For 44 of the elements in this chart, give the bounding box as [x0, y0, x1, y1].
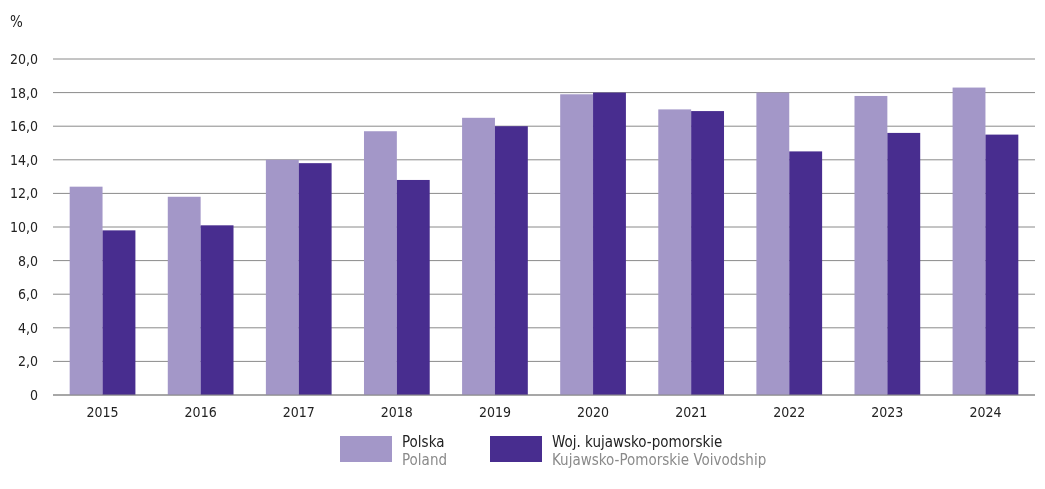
bar — [69, 186, 103, 395]
bar — [265, 159, 299, 395]
bar — [985, 134, 1019, 395]
y-axis-title: % — [10, 13, 23, 31]
y-tick-label: 10,0 — [9, 218, 38, 235]
bar — [494, 126, 528, 395]
y-tick-label: 4,0 — [17, 319, 38, 336]
bar — [854, 95, 888, 395]
y-tick-label: 18,0 — [9, 84, 38, 101]
bar — [298, 163, 332, 395]
bar — [593, 92, 626, 395]
bar — [658, 109, 692, 395]
x-tick-label: 2018 — [380, 404, 413, 420]
bar — [952, 87, 986, 395]
x-tick-label: 2017 — [282, 404, 315, 420]
x-tick-label: 2019 — [478, 404, 511, 420]
y-tick-label: 12,0 — [9, 185, 38, 202]
bar — [756, 92, 790, 395]
bar — [560, 94, 594, 395]
y-tick-label: 2,0 — [17, 353, 38, 370]
x-tick-label: 2020 — [577, 404, 610, 420]
bar — [167, 196, 201, 395]
bar — [462, 117, 495, 395]
y-tick-label: 6,0 — [17, 286, 38, 303]
legend-label: Woj. kujawsko-pomorskie Kujawsko-Pomorskie Voivodship — [552, 433, 767, 469]
x-tick-label: 2024 — [969, 404, 1002, 420]
y-tick-label: 16,0 — [9, 118, 38, 135]
bar — [102, 230, 136, 395]
y-tick-label: 8,0 — [17, 252, 38, 269]
x-tick-label: 2016 — [184, 404, 217, 420]
bar — [396, 179, 430, 395]
x-tick-label: 2022 — [773, 404, 806, 420]
legend-label: Polska Poland — [402, 433, 447, 469]
bar — [789, 151, 823, 395]
bar — [200, 225, 234, 395]
x-tick-label: 2023 — [871, 404, 904, 420]
bar — [887, 132, 921, 395]
y-tick-label: 20,0 — [9, 50, 38, 67]
y-tick-label: 0 — [29, 386, 38, 403]
bar — [691, 111, 725, 395]
y-tick-label: 14,0 — [9, 151, 38, 168]
bar — [363, 131, 397, 395]
x-tick-label: 2015 — [86, 404, 119, 420]
x-tick-label: 2021 — [675, 404, 708, 420]
